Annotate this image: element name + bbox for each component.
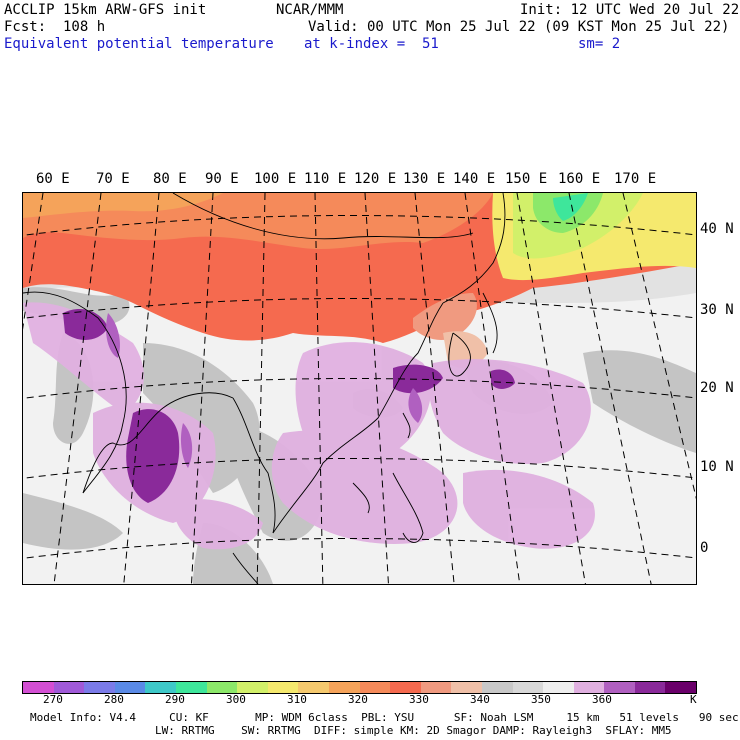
init-time: Init: 12 UTC Wed 20 Jul 22 — [520, 2, 740, 18]
map-canvas — [23, 193, 696, 584]
colorbar-swatch — [390, 682, 421, 693]
colorbar-swatch — [175, 682, 207, 693]
colorbar-swatch — [145, 682, 176, 693]
colorbar-swatch — [634, 682, 666, 693]
colorbar-label: 310 — [287, 693, 307, 706]
colorbar-swatch — [420, 682, 452, 693]
level-label: at k-index = 51 — [304, 36, 439, 52]
model-info-line: Model Info: V4.4 CU: KF MP: WDM 6class P… — [30, 711, 739, 724]
lon-label: 120 E — [354, 171, 397, 187]
colorbar-swatch — [328, 682, 360, 693]
valid-time: Valid: 00 UTC Mon 25 Jul 22 (09 KST Mon … — [308, 19, 730, 35]
tan-region — [443, 331, 488, 369]
colorbar-swatch — [451, 682, 482, 693]
violet-patches — [106, 313, 423, 468]
lon-label: 70 E — [96, 171, 130, 187]
colorbar-swatch — [84, 682, 115, 693]
institution-label: NCAR/MMM — [276, 2, 344, 18]
colorbar-label: 330 — [409, 693, 429, 706]
colorbar-swatch — [53, 682, 85, 693]
colorbar-swatch — [573, 682, 605, 693]
colorbar-label: 340 — [470, 693, 490, 706]
colorbar-swatch — [267, 682, 299, 693]
bright-green-region — [553, 193, 588, 221]
smoothing-label: sm= 2 — [578, 36, 621, 52]
colorbar-swatch — [481, 682, 513, 693]
colorbar-swatch — [23, 682, 54, 693]
colorbar-swatch — [512, 682, 544, 693]
colorbar-swatch — [237, 682, 268, 693]
lat-label: 20 N — [700, 380, 734, 396]
lon-label: 140 E — [453, 171, 496, 187]
colorbar-label: 350 — [531, 693, 551, 706]
lon-label: 80 E — [153, 171, 187, 187]
lon-label: 130 E — [403, 171, 446, 187]
coastlines — [23, 193, 506, 584]
lon-label: 100 E — [254, 171, 297, 187]
colorbar-label: 270 — [43, 693, 63, 706]
colorbar-swatch — [359, 682, 391, 693]
orange-light-region — [23, 193, 223, 218]
forecast-hour: Fcst: 108 h — [4, 19, 106, 35]
colorbar-swatch — [604, 682, 635, 693]
colorbar — [22, 681, 697, 694]
model-title: ACCLIP 15km ARW-GFS init — [4, 2, 207, 18]
colorbar-swatch — [206, 682, 238, 693]
colorbar-label: 290 — [165, 693, 185, 706]
colorbar-swatch — [543, 682, 574, 693]
field-name: Equivalent potential temperature — [4, 36, 274, 52]
colorbar-swatch — [665, 682, 697, 693]
lat-label: 0 — [700, 540, 709, 556]
lon-label: 90 E — [205, 171, 239, 187]
lon-label: 110 E — [304, 171, 347, 187]
lon-label: 170 E — [614, 171, 657, 187]
lon-label: 60 E — [36, 171, 70, 187]
physics-info-line: LW: RRTMG SW: RRTMG DIFF: simple KM: 2D … — [155, 724, 672, 737]
lat-label: 30 N — [700, 302, 734, 318]
lat-label: 10 N — [700, 459, 734, 475]
colorbar-unit: K — [690, 693, 697, 706]
lon-label: 160 E — [558, 171, 601, 187]
lon-label: 150 E — [505, 171, 548, 187]
theta-e-map — [22, 192, 697, 585]
colorbar-label: 300 — [226, 693, 246, 706]
graticule — [23, 193, 696, 584]
colorbar-label: 360 — [592, 693, 612, 706]
colorbar-swatch — [114, 682, 146, 693]
lat-label: 40 N — [700, 221, 734, 237]
colorbar-label: 280 — [104, 693, 124, 706]
colorbar-swatch — [298, 682, 329, 693]
colorbar-label: 320 — [348, 693, 368, 706]
